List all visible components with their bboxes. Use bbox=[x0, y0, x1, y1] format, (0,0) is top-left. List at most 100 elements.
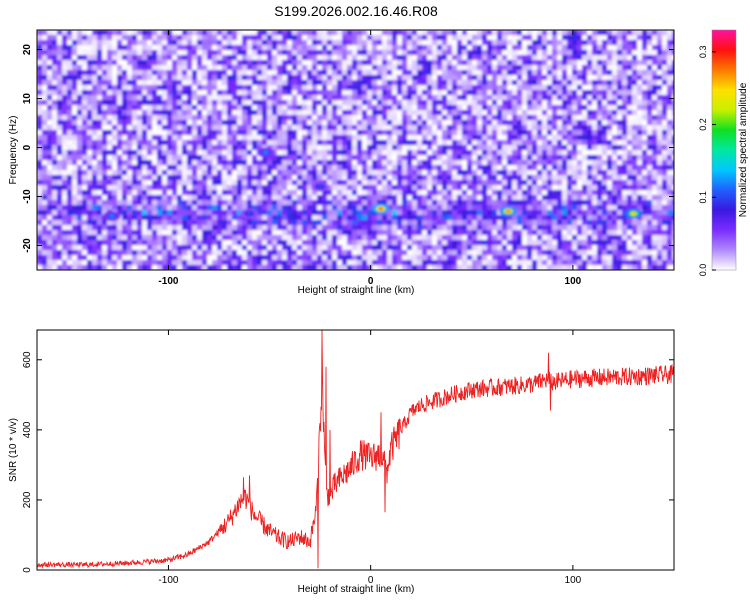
spectrogram-cell bbox=[227, 165, 233, 171]
spectrogram-cell bbox=[382, 130, 388, 136]
spectrogram-cell bbox=[192, 165, 198, 171]
spectrogram-cell bbox=[67, 80, 73, 86]
spectrogram-cell bbox=[467, 195, 473, 201]
spectrogram-cell bbox=[307, 235, 313, 241]
spectrogram-cell bbox=[212, 110, 218, 116]
spectrogram-cell bbox=[122, 155, 128, 161]
spectrogram-cell bbox=[407, 240, 413, 246]
spectrogram-cell bbox=[232, 245, 238, 251]
spectrogram-cell bbox=[362, 165, 368, 171]
spectrogram-cell bbox=[137, 220, 143, 226]
spectrogram-cell bbox=[292, 90, 298, 96]
spectrogram-cell bbox=[147, 260, 153, 266]
spectrogram-cell bbox=[392, 245, 398, 251]
spectrogram-cell bbox=[247, 115, 253, 121]
spectrogram-cell bbox=[517, 95, 523, 101]
spectrogram-cell bbox=[532, 130, 538, 136]
spectrogram-cell bbox=[102, 175, 108, 181]
spectrogram-cell bbox=[347, 205, 353, 211]
spectrogram-cell bbox=[62, 115, 68, 121]
spectrogram-cell bbox=[547, 45, 553, 51]
spectrogram-cell bbox=[82, 35, 88, 41]
spectrogram-cell bbox=[387, 150, 393, 156]
spectrogram-cell bbox=[232, 210, 238, 216]
spectrogram-cell bbox=[422, 45, 428, 51]
spectrogram-cell bbox=[57, 85, 63, 91]
spectrogram-cell bbox=[162, 175, 168, 181]
spectrogram-cell bbox=[482, 195, 488, 201]
spectrogram-cell bbox=[492, 70, 498, 76]
spectrogram-cell bbox=[147, 205, 153, 211]
spectrogram-cell bbox=[152, 215, 158, 221]
spectrogram-cell bbox=[432, 140, 438, 146]
spectrogram-cell bbox=[532, 80, 538, 86]
spectrogram-cell bbox=[372, 265, 378, 270]
spectrogram-cell bbox=[442, 190, 448, 196]
spectrogram-cell bbox=[397, 230, 403, 236]
spectrogram-cell bbox=[37, 30, 43, 36]
spectrogram-cell bbox=[452, 225, 458, 231]
spectrogram-cell bbox=[332, 165, 338, 171]
spectrogram-cell bbox=[252, 245, 258, 251]
spectrogram-cell bbox=[302, 245, 308, 251]
spectrogram-cell bbox=[247, 75, 253, 81]
spectrogram-cell bbox=[47, 65, 53, 71]
spectrogram-cell bbox=[312, 155, 318, 161]
spectrogram-cell bbox=[232, 220, 238, 226]
spectrogram-cell bbox=[352, 65, 358, 71]
spectrogram-cell bbox=[447, 75, 453, 81]
spectrogram-cell bbox=[397, 45, 403, 51]
spectrogram-cell bbox=[72, 230, 78, 236]
spectrogram-cell bbox=[322, 120, 328, 126]
spectrogram-cell bbox=[37, 260, 43, 266]
spectrogram-cell bbox=[492, 135, 498, 141]
spectrogram-cell bbox=[182, 155, 188, 161]
spectrogram-cell bbox=[282, 50, 288, 56]
spectrogram-cell bbox=[37, 250, 43, 256]
spectrogram-cell bbox=[257, 125, 263, 131]
spectrogram-cell bbox=[87, 260, 93, 266]
spectrogram-cell bbox=[347, 100, 353, 106]
spectrogram-cell bbox=[317, 200, 323, 206]
spectrogram-cell bbox=[507, 195, 513, 201]
spectrogram-cell bbox=[422, 260, 428, 266]
spectrogram-cell bbox=[97, 150, 103, 156]
spectrogram-cell bbox=[427, 205, 433, 211]
spectrogram-cell bbox=[387, 85, 393, 91]
spectrogram-cell bbox=[387, 170, 393, 176]
spectrogram-cell bbox=[42, 100, 48, 106]
spectrogram-cell bbox=[217, 255, 223, 261]
spectrogram-cell bbox=[72, 100, 78, 106]
spectrogram-cell bbox=[282, 90, 288, 96]
spectrogram-cell bbox=[202, 150, 208, 156]
spectrogram-cell bbox=[542, 140, 548, 146]
spectrogram-cell bbox=[497, 100, 503, 106]
spectrogram-cell bbox=[47, 215, 53, 221]
spectrogram-cell bbox=[97, 200, 103, 206]
spectrogram-cell bbox=[127, 260, 133, 266]
spectrogram-cell bbox=[407, 80, 413, 86]
spectrogram-cell bbox=[412, 160, 418, 166]
spectrogram-cell bbox=[337, 235, 343, 241]
spectrogram-cell bbox=[552, 120, 558, 126]
spectrogram-cell bbox=[387, 245, 393, 251]
spectrogram-cell bbox=[142, 200, 148, 206]
spectrogram-cell bbox=[512, 165, 518, 171]
spectrogram-cell bbox=[377, 135, 383, 141]
spectrogram-cell bbox=[117, 75, 123, 81]
spectrogram-cell bbox=[37, 55, 43, 61]
spectrogram-cell bbox=[137, 200, 143, 206]
spectrogram-cell bbox=[407, 120, 413, 126]
spectrogram-cell bbox=[202, 145, 208, 151]
spectrogram-cell bbox=[382, 180, 388, 186]
spectrogram-cell bbox=[282, 215, 288, 221]
spectrogram-cell bbox=[277, 205, 283, 211]
spectrogram-cell bbox=[252, 105, 258, 111]
spectrogram-cell bbox=[262, 230, 268, 236]
spectrogram-cell bbox=[247, 130, 253, 136]
spectrogram-cell bbox=[157, 85, 163, 91]
spectrogram-cell bbox=[112, 195, 118, 201]
spectrogram-cell bbox=[432, 190, 438, 196]
spectrogram-cell bbox=[482, 90, 488, 96]
spectrogram-cell bbox=[257, 120, 263, 126]
